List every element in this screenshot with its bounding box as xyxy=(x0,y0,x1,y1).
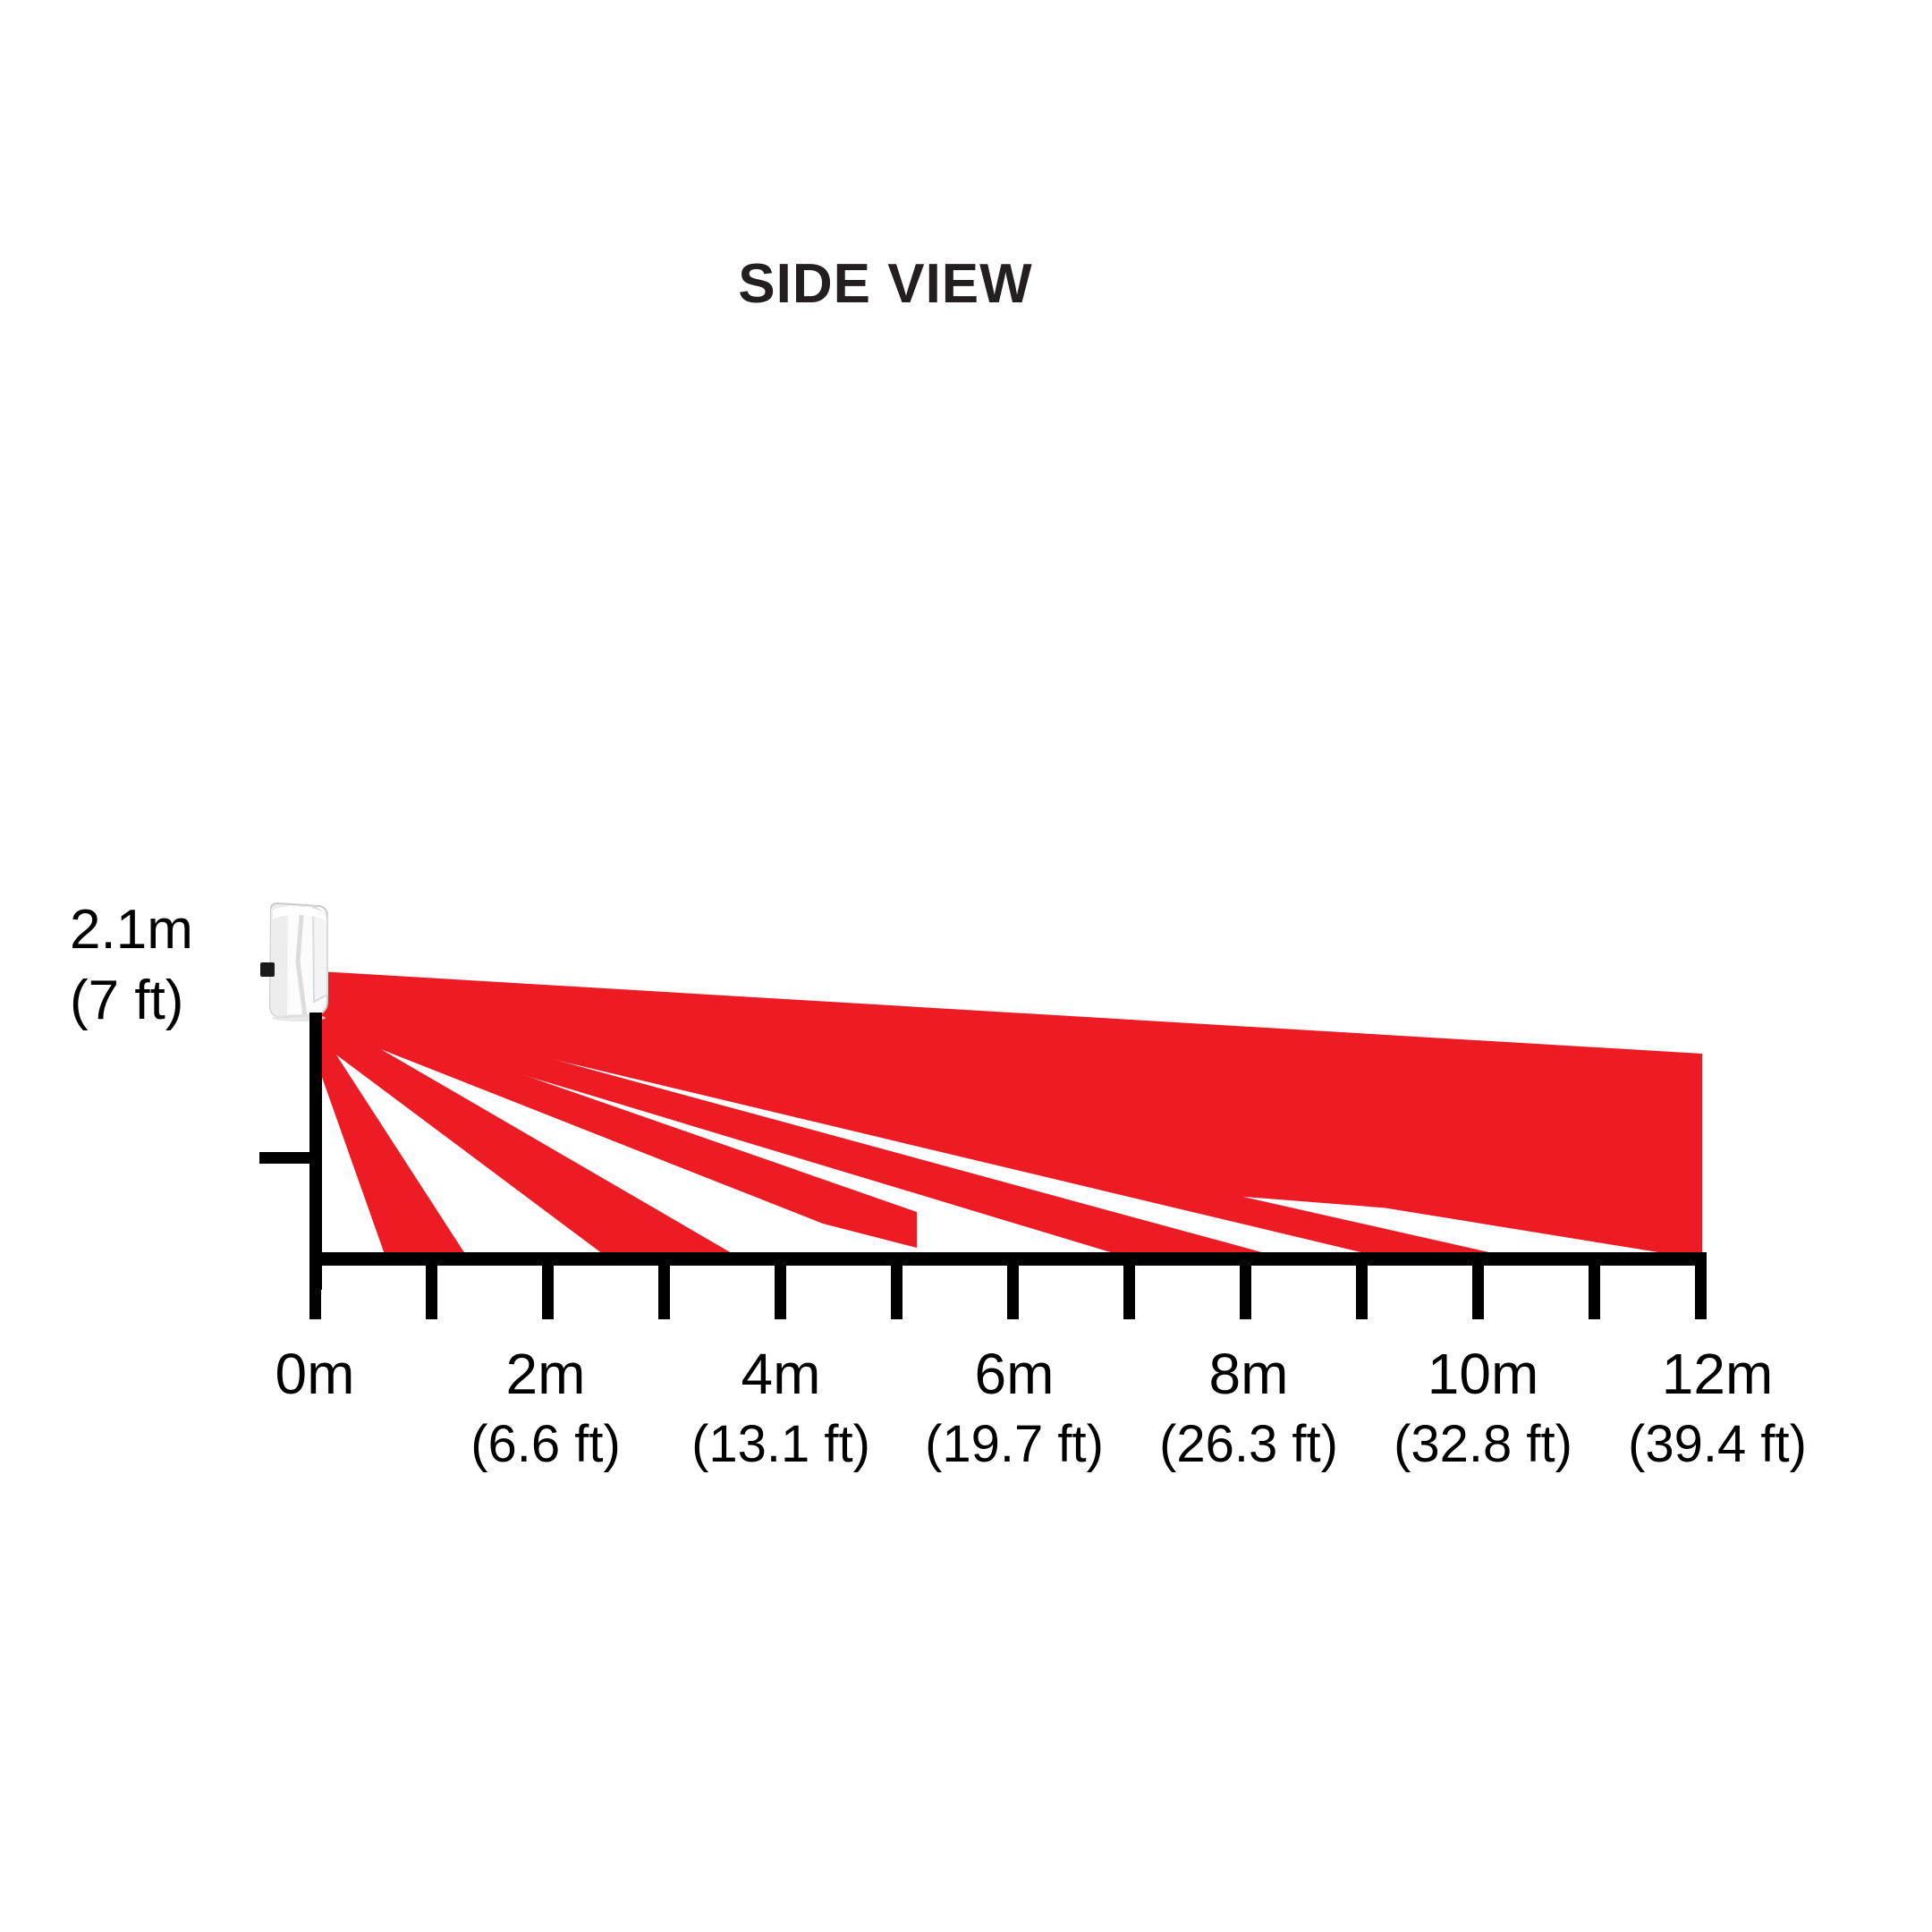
x-label-feet-3: (19.7 ft) xyxy=(925,1414,1104,1473)
y-axis-line xyxy=(309,1013,322,1290)
x-label-feet-1: (6.6 ft) xyxy=(470,1414,621,1473)
x-label-feet-5: (32.8 ft) xyxy=(1394,1414,1572,1473)
sensor-top-cap xyxy=(273,906,326,921)
mount-height-meters: 2.1m xyxy=(70,899,193,961)
x-label-meters-0: 0m xyxy=(275,1342,355,1406)
beam-6 xyxy=(319,1013,742,1259)
x-label-group-1: 2m (6.6 ft) xyxy=(429,1342,662,1474)
x-tick-1 xyxy=(426,1266,437,1319)
x-axis-line xyxy=(309,1252,1707,1266)
beam-7 xyxy=(319,1029,469,1259)
page-title: SIDE VIEW xyxy=(738,253,1033,315)
x-tick-8 xyxy=(1240,1266,1251,1319)
x-tick-3 xyxy=(658,1266,670,1319)
x-label-meters-6: 12m xyxy=(1661,1342,1774,1406)
sensor-indicator-icon xyxy=(260,962,275,977)
x-label-meters-1: 2m xyxy=(505,1342,586,1406)
sensor-left-flank xyxy=(270,904,288,1017)
x-tick-5 xyxy=(891,1266,902,1319)
pir-motion-sensor xyxy=(260,902,328,1021)
x-label-group-5: 10m (32.8 ft) xyxy=(1367,1342,1599,1474)
sensor-lens-seam xyxy=(295,904,308,1017)
beam-3 xyxy=(319,988,1521,1259)
x-label-feet-2: (13.1 ft) xyxy=(691,1414,870,1473)
x-label-meters-2: 4m xyxy=(741,1342,821,1406)
x-label-feet-4: (26.3 ft) xyxy=(1159,1414,1338,1473)
x-tick-0 xyxy=(309,1266,321,1319)
x-tick-11 xyxy=(1589,1266,1600,1319)
x-label-group-4: 8m (26.3 ft) xyxy=(1132,1342,1365,1474)
beam-2 xyxy=(319,984,1552,1221)
mount-height-label: 2.1m (7 ft) xyxy=(70,894,249,1037)
x-label-meters-5: 10m xyxy=(1427,1342,1539,1406)
beam-fan xyxy=(319,971,1702,1259)
axes xyxy=(259,1013,1707,1319)
x-tick-6 xyxy=(1007,1266,1019,1319)
x-tick-2 xyxy=(542,1266,554,1319)
x-label-group-6: 12m (39.4 ft) xyxy=(1601,1342,1834,1474)
x-label-group-2: 4m (13.1 ft) xyxy=(665,1342,897,1474)
x-label-feet-6: (39.4 ft) xyxy=(1628,1414,1807,1473)
x-tick-9 xyxy=(1356,1266,1368,1319)
x-tick-7 xyxy=(1123,1266,1135,1319)
beam-4 xyxy=(319,996,1288,1259)
x-tick-12 xyxy=(1695,1266,1707,1319)
x-label-meters-4: 8m xyxy=(1208,1342,1289,1406)
y-axis-tick-mid xyxy=(259,1152,313,1164)
beam-5 xyxy=(319,1004,917,1248)
mount-height-feet: (7 ft) xyxy=(70,970,184,1032)
x-label-meters-3: 6m xyxy=(974,1342,1055,1406)
x-label-group-0: 0m xyxy=(199,1342,431,1415)
x-tick-10 xyxy=(1472,1266,1484,1319)
x-axis-ticks xyxy=(309,1266,1707,1319)
x-tick-4 xyxy=(775,1266,786,1319)
x-label-group-3: 6m (19.7 ft) xyxy=(898,1342,1131,1474)
